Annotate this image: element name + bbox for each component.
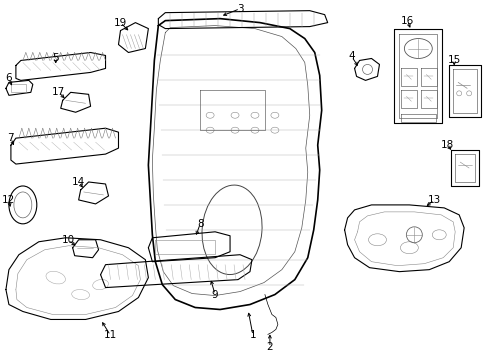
Text: 5: 5: [52, 54, 59, 63]
Text: 17: 17: [52, 87, 65, 97]
Text: 18: 18: [441, 140, 454, 150]
Text: 9: 9: [212, 289, 219, 300]
Text: 6: 6: [5, 73, 12, 84]
Text: 11: 11: [104, 330, 117, 341]
Text: 16: 16: [401, 15, 414, 26]
Text: 12: 12: [2, 195, 16, 205]
Text: 13: 13: [428, 195, 441, 205]
Text: 10: 10: [62, 235, 75, 245]
Text: 7: 7: [7, 133, 14, 143]
Text: 8: 8: [197, 219, 203, 229]
Text: 15: 15: [447, 55, 461, 66]
Text: 1: 1: [250, 330, 256, 341]
Text: 19: 19: [114, 18, 127, 28]
Text: 2: 2: [267, 342, 273, 352]
Text: 14: 14: [72, 177, 85, 187]
Text: 3: 3: [237, 4, 244, 14]
Text: 4: 4: [348, 51, 355, 62]
